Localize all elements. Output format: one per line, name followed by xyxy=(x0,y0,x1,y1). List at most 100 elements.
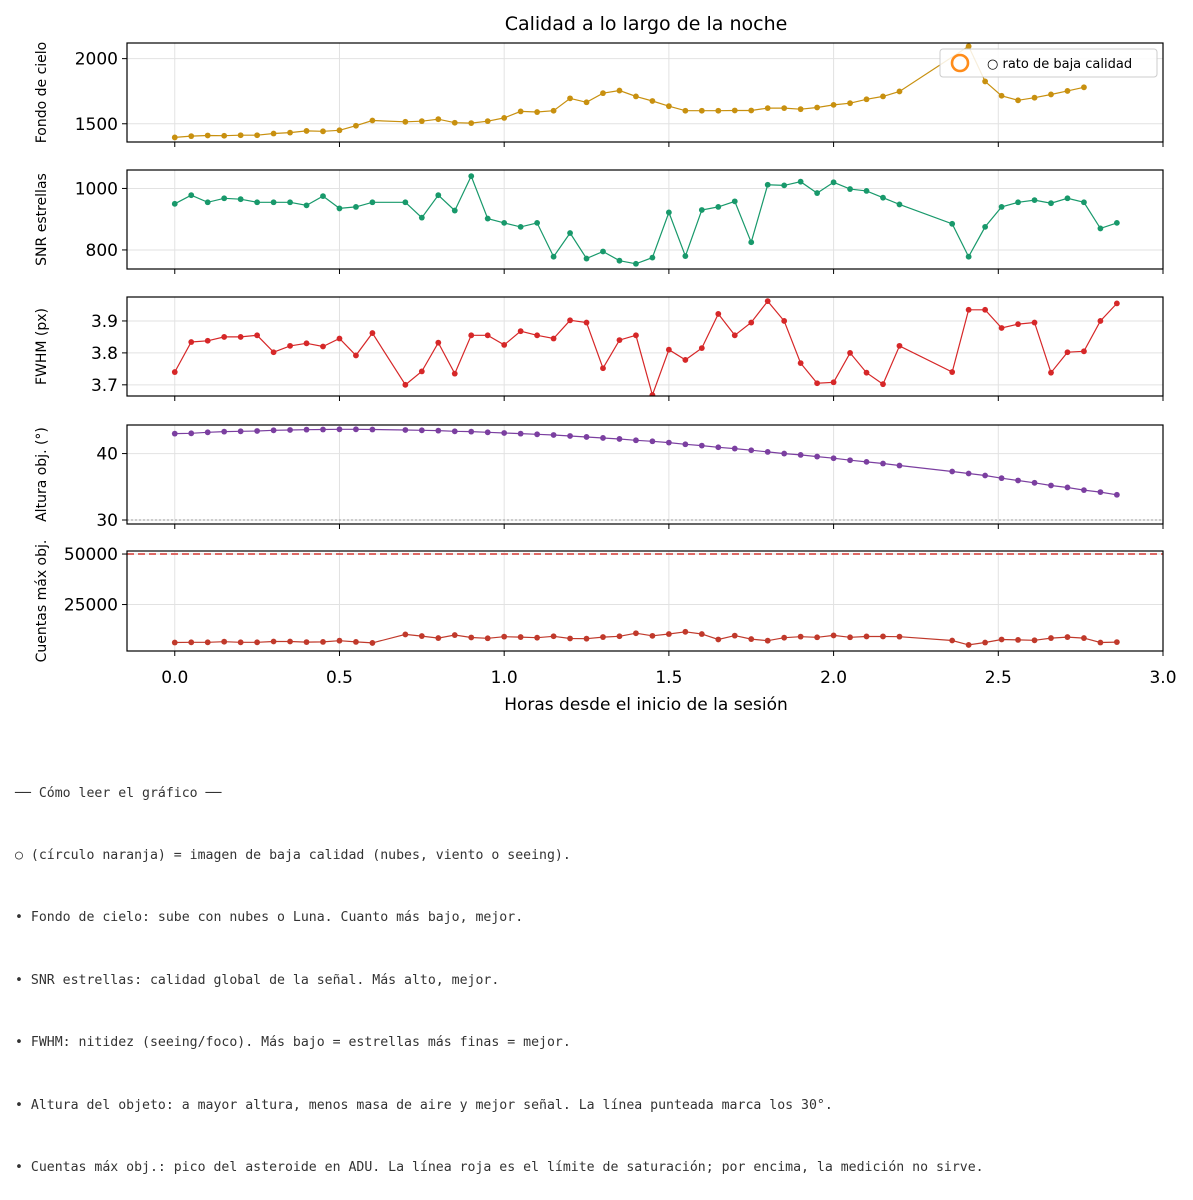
data-point xyxy=(715,444,722,451)
legend-box xyxy=(939,48,1158,78)
data-point xyxy=(814,634,821,641)
data-point xyxy=(221,638,228,645)
data-point xyxy=(731,445,738,452)
series-group xyxy=(171,43,1087,141)
panel-2: 800 1000 SNR estrellas xyxy=(34,169,1164,274)
y-tick-label: 30 xyxy=(96,511,118,531)
data-point xyxy=(517,108,524,115)
data-point xyxy=(965,306,972,313)
data-point xyxy=(188,192,195,199)
data-point xyxy=(880,633,886,640)
data-point xyxy=(665,209,672,216)
series-line xyxy=(174,45,1085,138)
data-point xyxy=(1015,97,1021,104)
data-point xyxy=(863,633,870,640)
data-point xyxy=(171,200,178,207)
data-point xyxy=(320,426,326,433)
data-point xyxy=(402,427,409,433)
panel-4: 30 40 Altura obj. (°) xyxy=(34,424,1164,531)
data-point xyxy=(583,99,590,106)
data-point xyxy=(698,631,705,637)
data-point xyxy=(270,199,277,206)
data-point xyxy=(649,98,656,104)
data-point xyxy=(781,318,788,324)
data-point xyxy=(949,220,956,227)
data-point xyxy=(484,635,491,642)
data-point xyxy=(221,195,228,202)
data-point xyxy=(764,298,771,305)
data-point xyxy=(814,453,821,460)
data-point xyxy=(982,306,989,313)
data-point xyxy=(1064,88,1071,94)
data-point xyxy=(484,429,491,436)
data-point xyxy=(1015,636,1021,643)
data-point xyxy=(965,43,972,50)
data-point xyxy=(501,342,508,348)
data-point xyxy=(369,199,376,206)
data-point xyxy=(814,380,821,387)
data-point xyxy=(764,181,771,188)
x-tick-labels: 0.0 0.5 1.0 1.5 2.0 2.5 3.0 xyxy=(161,668,1176,688)
data-point xyxy=(998,636,1005,643)
data-point xyxy=(484,215,491,222)
axes-frame xyxy=(126,550,1164,652)
data-point xyxy=(682,441,689,448)
series-line xyxy=(174,631,1117,646)
data-point xyxy=(863,458,870,465)
data-point xyxy=(863,188,870,194)
data-point xyxy=(254,132,261,139)
data-point xyxy=(731,107,738,114)
data-point xyxy=(270,130,277,137)
data-point xyxy=(237,196,244,203)
data-point xyxy=(982,472,989,479)
data-point xyxy=(880,460,886,467)
data-point xyxy=(1097,639,1104,646)
data-point xyxy=(949,468,956,475)
series-group xyxy=(171,426,1120,498)
data-point xyxy=(517,634,524,640)
data-point xyxy=(1113,639,1120,646)
y-tick-label: 1500 xyxy=(75,115,118,135)
data-point xyxy=(287,199,293,206)
data-point xyxy=(402,199,409,206)
data-point xyxy=(435,635,442,641)
data-point xyxy=(616,436,623,442)
notes-line-counts: • Cuentas máx obj.: pico del asteroide e… xyxy=(15,1159,984,1175)
data-point xyxy=(1064,349,1071,356)
notes-line-altitude: • Altura del objeto: a mayor altura, men… xyxy=(15,1097,833,1113)
data-point xyxy=(303,426,310,433)
data-point xyxy=(682,628,689,635)
legend-label: ○ rato de baja calidad xyxy=(987,57,1132,72)
data-point xyxy=(320,128,326,135)
data-point xyxy=(781,105,788,112)
data-point xyxy=(698,345,705,351)
x-tick-label: 1.5 xyxy=(655,668,682,688)
data-point xyxy=(468,173,475,180)
data-point xyxy=(237,132,244,139)
data-point xyxy=(847,349,853,356)
x-tick-label: 1.0 xyxy=(491,668,518,688)
data-point xyxy=(336,335,343,342)
figure-title: Calidad a lo largo de la noche xyxy=(505,13,788,35)
data-point xyxy=(731,632,738,639)
y-tick-label: 40 xyxy=(96,445,118,465)
data-point xyxy=(1015,321,1021,328)
data-point xyxy=(698,442,705,449)
data-point xyxy=(949,369,956,375)
data-point xyxy=(402,381,409,388)
data-point xyxy=(468,120,475,127)
data-point xyxy=(484,118,491,125)
data-point xyxy=(188,430,195,437)
data-point xyxy=(633,260,639,267)
data-point xyxy=(863,369,870,376)
data-point xyxy=(600,634,606,640)
data-point xyxy=(171,430,178,437)
y-axis-label: Fondo de cielo xyxy=(34,42,50,144)
panel-3: 3.7 3.8 3.9 FWHM (px) xyxy=(34,296,1164,401)
data-point xyxy=(418,368,425,375)
data-point xyxy=(1031,197,1038,204)
data-point xyxy=(1048,482,1054,489)
data-point xyxy=(567,433,573,439)
data-point xyxy=(665,346,672,353)
data-point xyxy=(1031,479,1038,486)
